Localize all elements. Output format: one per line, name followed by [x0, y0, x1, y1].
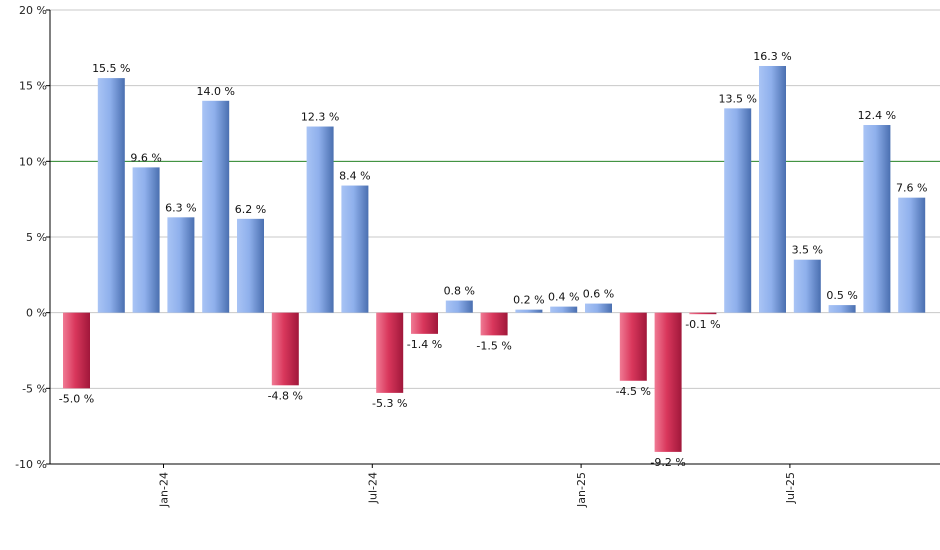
bar	[863, 125, 891, 313]
data-labels: -5.0 % 15.5 % 9.6 % 6.3 % 14.0 % 6.2 % -4.8 % 1…	[59, 50, 928, 469]
data-label: -5.0 %	[59, 392, 94, 405]
data-label: -5.3 %	[372, 397, 407, 410]
bar	[585, 303, 612, 313]
bar	[619, 312, 647, 381]
y-tick-label: 15 %	[19, 80, 47, 93]
data-label: 6.3 %	[165, 201, 196, 214]
data-label: -1.4 %	[407, 338, 442, 351]
bar	[341, 185, 369, 313]
y-tick-label: -10 %	[15, 458, 47, 471]
data-label: -4.8 %	[268, 389, 303, 402]
bar	[445, 300, 473, 313]
bar	[202, 100, 230, 313]
bar	[411, 312, 438, 334]
data-label: 0.6 %	[583, 288, 614, 301]
bar	[132, 167, 160, 313]
bar	[306, 126, 334, 313]
x-tick-label: Jan-24	[158, 472, 171, 508]
y-tick-label: 0 %	[26, 307, 47, 320]
bar	[376, 312, 404, 393]
data-label: 8.4 %	[339, 170, 370, 183]
bars	[63, 65, 926, 452]
data-label: 15.5 %	[92, 62, 130, 75]
data-label: 3.5 %	[792, 244, 823, 257]
bar	[271, 312, 299, 386]
bar	[515, 309, 543, 313]
data-label: 0.5 %	[826, 289, 857, 302]
y-tick-label: 20 %	[19, 4, 47, 17]
bar	[828, 305, 856, 313]
y-tick-label: 10 %	[19, 155, 47, 168]
bar	[759, 65, 786, 313]
bar	[689, 312, 717, 315]
bar	[654, 312, 682, 452]
data-label: -0.1 %	[685, 318, 720, 331]
bar	[167, 217, 195, 313]
data-label: 0.2 %	[513, 294, 544, 307]
data-label: 12.4 %	[858, 109, 896, 122]
y-tick-label: -5 %	[22, 382, 47, 395]
data-label: -4.5 %	[616, 385, 651, 398]
x-tick-label: Jul-25	[784, 472, 797, 504]
bar	[63, 312, 90, 389]
data-label: 9.6 %	[130, 151, 161, 164]
bar	[793, 259, 821, 313]
data-label: -1.5 %	[476, 339, 511, 352]
bar	[898, 197, 926, 313]
x-tick-label: Jan-25	[575, 472, 588, 508]
data-label: 12.3 %	[301, 111, 339, 124]
bar	[480, 312, 508, 336]
y-tick-label: 5 %	[26, 231, 47, 244]
data-label: 0.8 %	[444, 285, 475, 298]
bar	[97, 78, 125, 313]
data-label: 6.2 %	[235, 203, 266, 216]
bar	[237, 218, 264, 313]
data-label: 16.3 %	[753, 50, 791, 63]
data-label: -9.2 %	[650, 456, 685, 469]
data-label: 14.0 %	[196, 85, 234, 98]
axes: -10 % -5 % 0 % 5 % 10 % 15 % 20 % Jan-24 Jul-24 J…	[15, 4, 940, 508]
x-tick-label: Jul-24	[366, 472, 379, 504]
data-label: 13.5 %	[718, 92, 756, 105]
bar	[550, 306, 578, 313]
data-label: 7.6 %	[896, 182, 927, 195]
bar	[724, 108, 752, 313]
data-label: 0.4 %	[548, 291, 579, 304]
